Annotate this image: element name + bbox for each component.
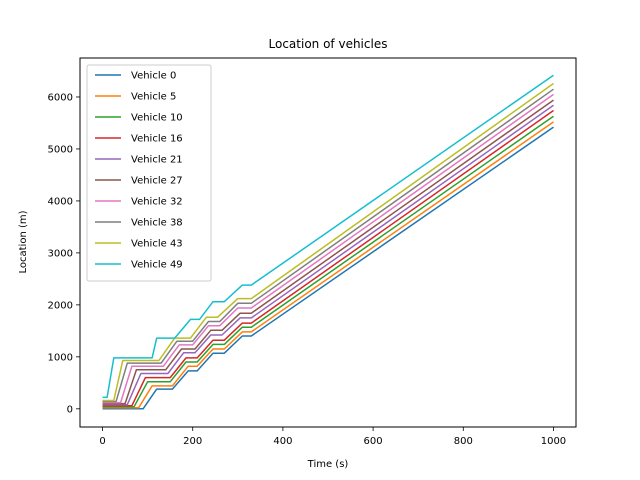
y-tick-label-6: 6000 [48, 92, 73, 103]
y-axis-ticks: 0 1000 2000 3000 4000 5000 6000 [48, 92, 80, 415]
plot-frame [79, 57, 577, 428]
y-axis-label: Location (m) [18, 210, 29, 273]
legend-label-8: Vehicle 43 [131, 239, 183, 250]
x-axis-ticks: 0 200 400 600 800 1000 [99, 427, 566, 447]
x-tick-label-1: 200 [183, 436, 202, 447]
legend-label-6: Vehicle 32 [131, 197, 183, 208]
x-axis-label: Time (s) [307, 459, 349, 470]
series-line-7 [102, 88, 554, 403]
x-tick-label-0: 0 [99, 436, 105, 447]
series-line-0 [102, 126, 554, 410]
y-tick-label-1: 1000 [48, 352, 73, 363]
legend-label-1: Vehicle 5 [131, 92, 176, 103]
plot-lines [102, 74, 554, 410]
y-tick-label-0: 0 [67, 404, 73, 415]
series-line-3 [102, 109, 554, 407]
legend-label-2: Vehicle 10 [131, 113, 183, 124]
legend-label-4: Vehicle 21 [131, 155, 183, 166]
y-tick-label-2: 2000 [48, 300, 73, 311]
legend-label-7: Vehicle 38 [131, 218, 183, 229]
series-line-2 [102, 115, 554, 408]
legend-label-0: Vehicle 0 [131, 71, 176, 82]
legend-box [86, 64, 212, 282]
chart-title: Location of vehicles [269, 37, 388, 51]
series-line-1 [102, 121, 554, 409]
legend-label-5: Vehicle 27 [131, 176, 183, 187]
series-line-4 [102, 104, 554, 406]
legend-label-9: Vehicle 49 [131, 260, 183, 271]
legend-label-3: Vehicle 16 [131, 134, 183, 145]
legend: Vehicle 0 Vehicle 5 Vehicle 10 Vehicle 16 Ve… [86, 64, 212, 282]
y-tick-label-4: 4000 [48, 196, 73, 207]
series-line-5 [102, 99, 554, 405]
series-line-6 [102, 93, 554, 404]
series-line-8 [102, 82, 554, 402]
x-tick-label-2: 400 [273, 436, 292, 447]
y-tick-label-3: 3000 [48, 248, 73, 259]
y-tick-label-5: 5000 [48, 144, 73, 155]
series-line-9 [102, 74, 554, 399]
x-tick-label-4: 800 [454, 436, 473, 447]
x-tick-label-5: 1000 [541, 436, 566, 447]
x-tick-label-3: 600 [364, 436, 383, 447]
